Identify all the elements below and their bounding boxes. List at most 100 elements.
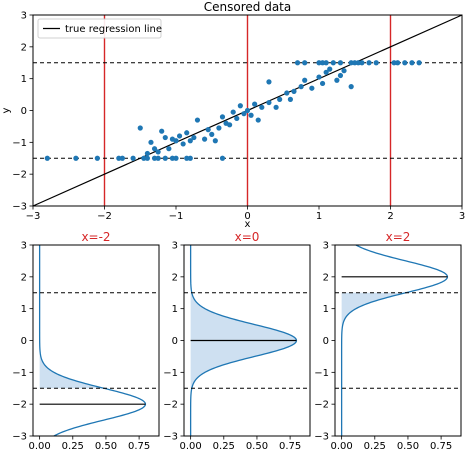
data-point [327,66,333,72]
data-point [180,141,186,147]
data-point [237,103,243,109]
data-point [234,115,240,122]
data-point [155,149,161,155]
x-tick-label: 0.50 [246,441,268,452]
data-point [141,155,147,161]
y-tick-label: 2 [323,272,329,283]
x-tick-label: 0.50 [397,441,419,452]
density-panel-x-neg2: 0.00 0.25 0.50 0.75 −3 −2 −1 0 1 2 3 x=-2 [12,230,160,452]
x-tick-label: 0.00 [330,441,352,452]
data-point [341,68,347,74]
data-point [187,155,193,161]
y-tick-label: 2 [21,272,27,283]
y-tick-label: −3 [12,432,27,443]
data-point [334,77,340,83]
y-tick-label: −1 [12,368,27,379]
y-tick-label: −2 [314,400,329,411]
x-tick-label: 0.25 [213,441,235,452]
y-tick-label: −1 [12,138,27,149]
data-point [191,134,197,141]
y-tick-label: 1 [21,74,27,85]
x-axis-label: x [245,219,251,230]
legend-label: true regression line [65,24,162,35]
data-point [309,85,315,91]
x-tick-label: 1 [316,211,322,222]
y-tick-label: 0 [172,336,178,347]
data-point [137,125,143,131]
data-point [316,74,322,80]
data-point [352,60,358,66]
x-tick-label: 0.00 [179,441,201,452]
data-point [348,60,354,66]
y-axis-label: y [1,107,12,113]
panel-title: x=-2 [81,230,110,244]
x-tick-label: 0.75 [128,441,150,452]
data-point [416,60,422,66]
y-tick-label: 3 [323,241,329,252]
plot-area [33,245,159,436]
data-point [259,104,265,110]
data-point [323,69,329,75]
x-tick-label: 0.25 [364,441,386,452]
y-tick-label: 3 [21,241,27,252]
data-point [248,112,254,118]
data-point [373,60,379,66]
data-point [366,60,372,66]
data-point [176,133,183,139]
data-point [316,60,322,66]
data-point [355,60,361,66]
data-point [159,128,165,134]
x-tick-label: 2 [387,211,393,222]
x-tick-label: 0 [244,211,250,222]
y-tick-label: −1 [163,368,178,379]
y-tick-label: −2 [163,400,178,411]
data-point [155,155,161,161]
data-point [391,60,397,66]
x-tick-label: 3 [459,211,465,222]
y-tick-label: −3 [12,202,27,213]
data-point [219,155,226,161]
x-tick-label: 0.50 [95,441,117,452]
main-scatter-panel: −3 −2 −1 0 1 2 3 −3 −2 −1 0 1 2 3 Censored data x y true … [1,0,465,230]
data-point [230,109,236,115]
uncensored-density-fill [341,292,406,389]
plot-area [335,245,461,436]
data-point [194,117,201,123]
density-curve [38,245,147,437]
y-tick-label: 1 [323,304,329,315]
x-tick-label: −3 [26,211,41,222]
legend: true regression line [37,18,162,39]
y-tick-label: 2 [21,42,27,53]
chart-title: Censored data [204,0,291,14]
data-point [298,84,304,90]
y-tick-label: 0 [21,106,27,117]
data-point [287,96,293,102]
data-point [209,131,215,137]
data-point [266,99,272,106]
data-point [148,139,154,145]
data-point [252,101,258,107]
data-point [173,155,179,161]
data-point [409,60,415,66]
data-point [359,60,365,66]
data-point [162,155,168,161]
data-point [166,146,172,152]
data-point [319,80,326,87]
data-point [227,122,233,128]
panel-title: x=2 [386,230,411,244]
data-point [330,60,336,66]
data-point [184,130,190,136]
data-point [205,127,211,133]
data-point [130,155,136,161]
data-point [151,146,158,152]
data-point [144,150,150,157]
data-point [216,125,222,131]
data-point [73,155,79,161]
y-tick-label: 0 [21,336,27,347]
y-tick-label: 2 [172,272,178,283]
y-tick-label: 1 [21,304,27,315]
data-point [241,111,247,117]
data-point [302,77,308,83]
data-point [184,155,190,161]
x-tick-label: 0.75 [430,441,452,452]
